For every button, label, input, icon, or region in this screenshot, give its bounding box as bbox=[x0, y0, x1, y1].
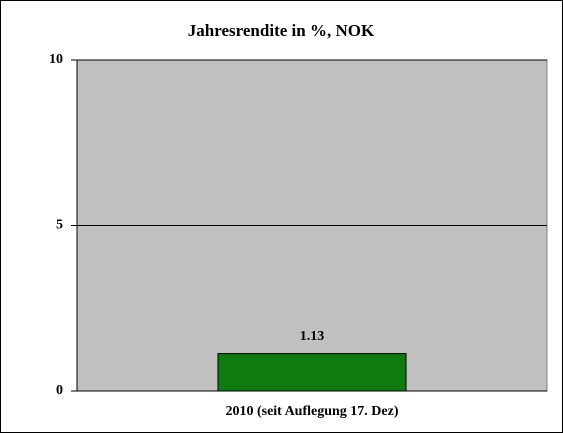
x-tick-label: 2010 (seit Auflegung 17. Dez) bbox=[225, 404, 398, 419]
y-tick-label: 5 bbox=[56, 218, 63, 233]
y-tick-label: 10 bbox=[49, 52, 63, 67]
y-tick-label: 0 bbox=[56, 383, 63, 398]
data-label: 1.13 bbox=[300, 329, 325, 344]
bar bbox=[217, 353, 407, 392]
chart-title: Jahresrendite in %, NOK bbox=[188, 21, 375, 40]
